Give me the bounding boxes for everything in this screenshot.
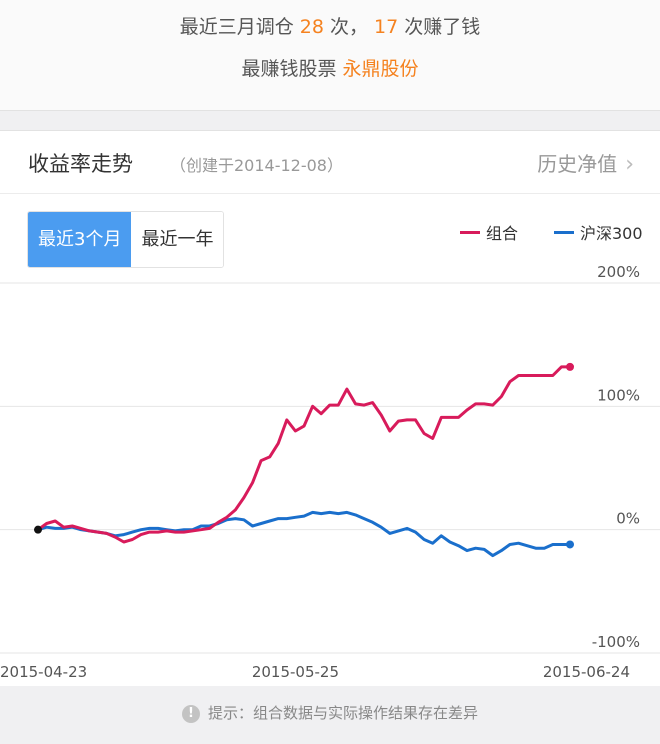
card-title: 收益率走势 [28, 152, 133, 176]
y-tick-label: -100% [592, 633, 640, 651]
card-header: 收益率走势 （创建于2014-12-08） 历史净值 › [0, 131, 660, 194]
x-tick-label: 2015-06-24 [543, 663, 630, 681]
legend-index-label: 沪深300 [580, 224, 643, 243]
y-tick-label: 200% [597, 263, 640, 281]
disclaimer-bar: ! 提示：组合数据与实际操作结果存在差异 [0, 686, 660, 744]
disclaimer-text: 提示：组合数据与实际操作结果存在差异 [207, 704, 478, 722]
history-nav-button[interactable]: 历史净值 › [537, 148, 634, 177]
created-date: （创建于2014-12-08） [170, 156, 343, 175]
range-button-3-months[interactable]: 最近3个月 [28, 212, 132, 267]
info-icon: ! [181, 704, 200, 723]
history-label: 历史净值 [537, 152, 618, 176]
return-trend-card: 收益率走势 （创建于2014-12-08） 历史净值 › 最近3个月 最近一年 组… [0, 130, 660, 688]
trade-suffix: 次赚了钱 [404, 16, 481, 38]
return-chart: 200% 100% 0% -100% 2015-04-23 2015-05-25 2015-… [0, 263, 660, 681]
range-button-1-year[interactable]: 最近一年 [131, 212, 224, 267]
x-tick-label: 2015-05-25 [252, 663, 339, 681]
y-tick-label: 0% [616, 510, 640, 528]
chevron-right-icon: › [625, 152, 634, 177]
index-series-line [36, 510, 572, 558]
trade-prefix: 最近三月调仓 [179, 16, 294, 38]
profitable-count: 17 [374, 16, 399, 38]
best-stock-name[interactable]: 永鼎股份 [342, 58, 419, 80]
x-tick-label: 2015-04-23 [0, 663, 87, 681]
y-tick-label: 100% [597, 386, 640, 404]
legend-index-swatch [554, 230, 574, 234]
range-selector: 最近3个月 最近一年 [27, 211, 225, 268]
portfolio-summary: 最近三月调仓 28 次， 17 次赚了钱 最赚钱股票 永鼎股份 [0, 0, 660, 111]
best-stock-label: 最赚钱股票 [241, 58, 337, 80]
trade-count: 28 [299, 16, 324, 38]
legend-portfolio: 组合 [460, 220, 518, 244]
trade-summary: 最近三月调仓 28 次， 17 次赚了钱 [0, 12, 660, 39]
legend-index: 沪深300 [554, 220, 643, 244]
index-end-point [566, 540, 574, 549]
portfolio-end-point [566, 362, 574, 371]
trade-mid: 次， [329, 16, 368, 38]
best-stock-summary: 最赚钱股票 永鼎股份 [0, 54, 660, 81]
legend-portfolio-swatch [460, 230, 480, 234]
legend-portfolio-label: 组合 [486, 224, 519, 243]
portfolio-series-line [36, 365, 572, 544]
start-point [34, 525, 42, 534]
